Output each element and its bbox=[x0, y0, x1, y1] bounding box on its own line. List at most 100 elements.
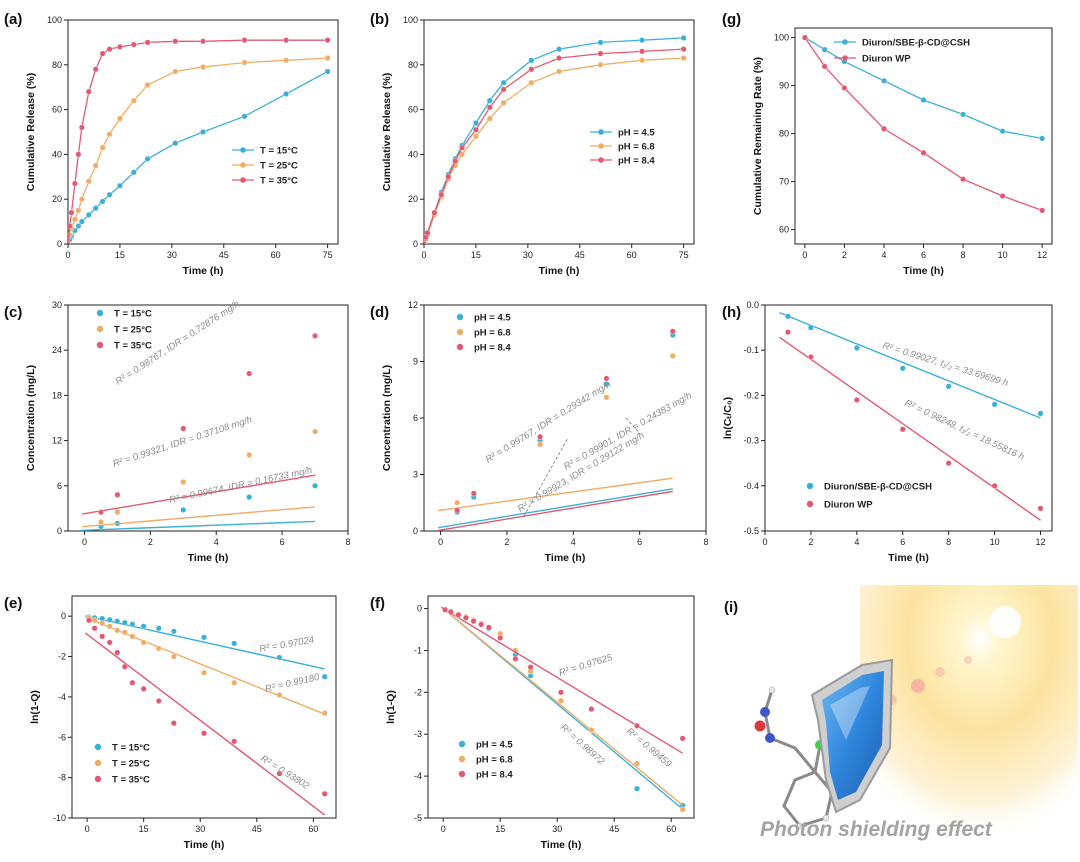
data-point bbox=[75, 223, 82, 230]
data-point bbox=[106, 639, 113, 646]
data-point bbox=[588, 727, 595, 734]
y-tick-label: -3 bbox=[414, 729, 422, 739]
panel-letter-i: (i) bbox=[724, 599, 738, 616]
plot-area bbox=[81, 332, 319, 531]
data-point bbox=[99, 620, 106, 627]
data-point bbox=[129, 621, 136, 628]
y-tick-label: 90 bbox=[779, 81, 789, 91]
data-point bbox=[680, 34, 687, 41]
data-point bbox=[500, 99, 507, 106]
series-line bbox=[424, 57, 684, 244]
data-point bbox=[106, 623, 113, 630]
legend-marker bbox=[842, 55, 848, 61]
x-tick-label: 0 bbox=[421, 250, 426, 260]
data-point bbox=[114, 491, 121, 498]
chart-panel: (e) 0 15 30 45 60 0 -2 -4 -6 -8 -10 Time (h) ln(1-Q) T… bbox=[4, 595, 337, 851]
data-point bbox=[144, 155, 151, 162]
data-point bbox=[324, 68, 331, 75]
plot-area bbox=[801, 34, 1046, 214]
fit-line bbox=[437, 488, 673, 529]
fit-annotation: R² = 0.99923, IDR = 0.29122 mg/h bbox=[516, 430, 647, 515]
data-point bbox=[106, 131, 113, 138]
fit-line bbox=[440, 606, 683, 754]
data-point bbox=[556, 68, 563, 75]
x-tick-label: 30 bbox=[167, 250, 177, 260]
y-tick-label: -0.1 bbox=[743, 345, 759, 355]
data-point bbox=[603, 375, 610, 382]
series-line bbox=[804, 37, 1043, 140]
legend-marker bbox=[240, 162, 246, 168]
data-point bbox=[497, 634, 504, 641]
fit-line bbox=[779, 311, 1041, 419]
legend-label: pH = 6.8 bbox=[474, 328, 511, 339]
legend-label: Diuron/SBE-β-CD@CSH bbox=[862, 38, 970, 49]
x-tick-label: 60 bbox=[666, 824, 676, 834]
data-point bbox=[241, 113, 248, 120]
y-tick-label: 80 bbox=[408, 60, 418, 70]
x-tick-label: 0 bbox=[65, 250, 70, 260]
x-tick-label: 45 bbox=[609, 824, 619, 834]
data-point bbox=[91, 625, 98, 632]
legend-marker bbox=[458, 755, 466, 763]
data-point bbox=[116, 115, 123, 122]
data-point bbox=[603, 394, 610, 401]
data-point bbox=[556, 46, 563, 53]
x-tick-label: 0 bbox=[85, 824, 90, 834]
legend-marker bbox=[96, 341, 104, 349]
x-tick-label: 60 bbox=[627, 250, 637, 260]
y-tick-label: -0.4 bbox=[743, 481, 759, 491]
fit-annotation: R² = 0.99027, t₁/₂ = 33.69699 h bbox=[881, 340, 1009, 389]
legend-marker bbox=[456, 343, 464, 351]
series-line bbox=[68, 39, 328, 244]
data-point bbox=[75, 151, 82, 158]
legend-marker bbox=[96, 325, 104, 333]
y-tick-label: -1 bbox=[414, 645, 422, 655]
data-point bbox=[801, 34, 808, 41]
data-point bbox=[486, 104, 493, 111]
data-point bbox=[512, 655, 519, 662]
data-point bbox=[200, 669, 207, 676]
data-point bbox=[172, 140, 179, 147]
data-point bbox=[472, 133, 479, 140]
data-point bbox=[960, 111, 967, 118]
data-point bbox=[231, 738, 238, 745]
legend-marker bbox=[842, 39, 848, 45]
data-point bbox=[945, 383, 952, 390]
x-tick-label: 0 bbox=[438, 537, 443, 547]
axes-frame bbox=[67, 19, 339, 245]
legend-label: T = 25°C bbox=[260, 161, 298, 172]
x-axis-label: Time (h) bbox=[888, 552, 929, 564]
data-point bbox=[1037, 505, 1044, 512]
x-axis-label: Time (h) bbox=[903, 265, 944, 277]
light-particle bbox=[964, 656, 972, 664]
data-point bbox=[116, 182, 123, 189]
data-point bbox=[276, 654, 283, 661]
fit-line bbox=[438, 477, 673, 512]
data-point bbox=[680, 55, 687, 62]
y-tick-label: 0.0 bbox=[746, 300, 759, 310]
y-tick-label: -6 bbox=[58, 732, 66, 742]
fit-annotation: R² = 0.97024 bbox=[259, 635, 315, 655]
panel-letter: (g) bbox=[722, 11, 741, 28]
data-point bbox=[170, 653, 177, 660]
data-point bbox=[97, 518, 104, 525]
x-axis-label: Time (h) bbox=[183, 265, 224, 277]
chart-panel: (d) 0 2 4 6 8 0 3 6 9 12 Time (h) Concentration (mg/… bbox=[370, 300, 709, 564]
data-point bbox=[807, 324, 814, 331]
data-point bbox=[130, 97, 137, 104]
chart-panel: (f) 0 15 30 45 60 0 -1 -2 -3 -4 -5 Time (h) ln(1-Q) pH… bbox=[370, 595, 695, 851]
x-tick-label: 6 bbox=[280, 537, 285, 547]
data-point bbox=[321, 710, 328, 717]
chart-panel: (a) 0 15 30 45 60 75 0 20 40 60 80 100 Time (h) Cumula… bbox=[4, 11, 339, 277]
data-point bbox=[454, 507, 461, 514]
data-point bbox=[92, 162, 99, 169]
data-point bbox=[91, 617, 98, 624]
plot-area bbox=[437, 328, 676, 531]
plot-area bbox=[84, 614, 328, 816]
data-point bbox=[445, 173, 452, 180]
data-point bbox=[121, 663, 128, 670]
x-tick-label: 15 bbox=[495, 824, 505, 834]
data-point bbox=[807, 353, 814, 360]
y-tick-label: 12 bbox=[408, 300, 418, 310]
legend-label: T = 15°C bbox=[114, 309, 152, 320]
